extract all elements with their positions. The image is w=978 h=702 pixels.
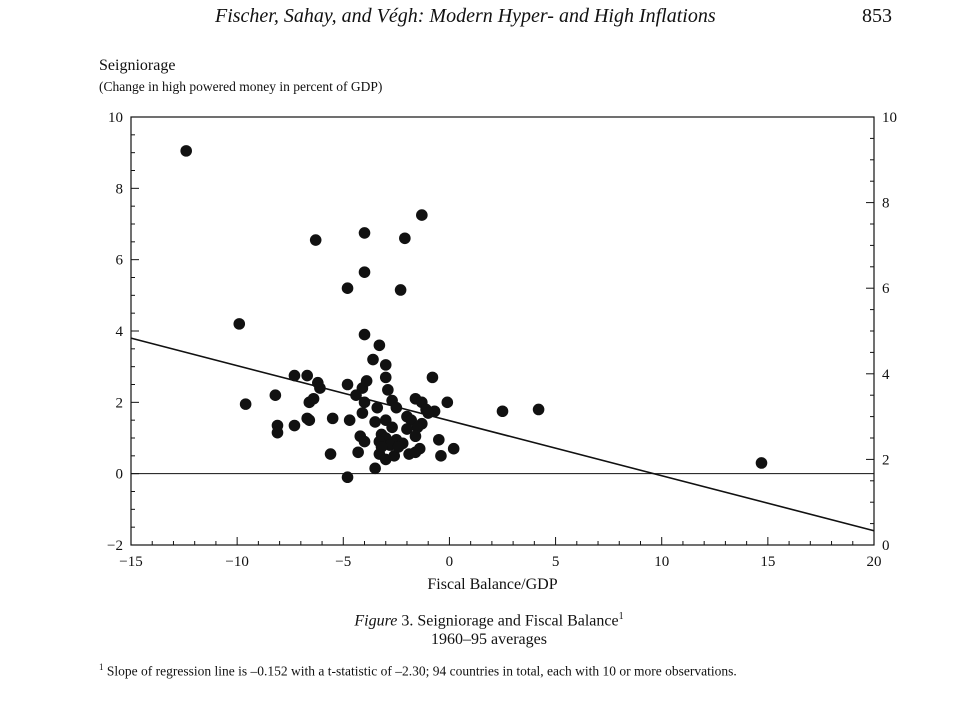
data-point xyxy=(435,450,447,462)
data-point xyxy=(369,462,381,475)
bottom-axis-ticks: −15 −10 −5 0 5 10 15 20 xyxy=(119,537,882,570)
data-point xyxy=(350,389,362,402)
right-tick-label: 8 xyxy=(882,196,890,212)
data-point xyxy=(360,375,373,387)
caption-figure-label: Figure xyxy=(354,612,398,630)
bottom-tick-label: 10 xyxy=(654,554,669,570)
data-point xyxy=(379,371,392,384)
data-point xyxy=(324,448,337,460)
x-axis-title: Fiscal Balance/GDP xyxy=(427,576,557,593)
caption-line-2: 1960–95 averages xyxy=(431,631,547,649)
data-point xyxy=(358,328,371,341)
data-point xyxy=(301,369,313,382)
data-point xyxy=(394,284,407,296)
right-tick-label: 6 xyxy=(882,281,890,297)
plot-frame xyxy=(130,116,875,546)
data-point xyxy=(369,416,381,428)
data-point xyxy=(755,457,768,469)
figure-caption: Figure 3. Seigniorage and Fiscal Balance… xyxy=(0,607,978,649)
caption-footnote-ref: 1 xyxy=(618,611,624,622)
running-title: Fischer, Sahay, and Végh: Modern Hyper- … xyxy=(215,5,716,27)
y-axis-title: Seigniorage xyxy=(99,57,176,74)
data-point xyxy=(180,145,192,157)
data-point xyxy=(301,412,313,425)
data-point xyxy=(341,378,354,391)
data-point xyxy=(314,382,326,394)
data-point xyxy=(399,232,411,245)
data-point xyxy=(354,430,367,443)
y-axis-subtitle: (Change in high powered money in percent… xyxy=(99,79,383,94)
data-point xyxy=(388,450,401,462)
footnote-marker: 1 xyxy=(99,662,104,672)
data-point xyxy=(367,353,379,366)
bottom-tick-label: 5 xyxy=(552,554,560,570)
data-point xyxy=(326,412,339,425)
left-axis-ticks: −2 0 2 4 6 8 10 xyxy=(107,110,139,554)
bottom-tick-label: 20 xyxy=(867,554,882,570)
bottom-tick-label: −5 xyxy=(335,554,351,570)
data-point xyxy=(343,414,356,426)
data-point xyxy=(390,401,403,414)
data-point xyxy=(441,396,454,409)
data-point xyxy=(233,318,246,330)
data-point xyxy=(379,359,392,371)
bottom-tick-label: 15 xyxy=(760,554,775,570)
bottom-tick-label: 0 xyxy=(446,554,454,570)
data-point xyxy=(386,421,398,434)
caption-title: 3. Seigniorage and Fiscal Balance xyxy=(397,612,619,630)
data-point xyxy=(288,419,301,432)
left-tick-label: 0 xyxy=(116,467,124,483)
footnote-text: Slope of regression line is –0.152 with … xyxy=(103,663,737,679)
data-point xyxy=(416,209,428,221)
data-point xyxy=(426,371,439,384)
data-point xyxy=(532,403,545,416)
data-point xyxy=(413,442,426,455)
bottom-tick-label: −15 xyxy=(119,554,142,570)
right-axis-ticks: 0 2 4 6 8 10 xyxy=(866,110,897,554)
data-point xyxy=(356,407,369,419)
data-point xyxy=(409,430,422,443)
data-point xyxy=(411,421,424,434)
data-point xyxy=(341,471,354,484)
data-point xyxy=(358,227,371,239)
page-number: 853 xyxy=(862,5,892,27)
data-point xyxy=(496,405,509,418)
caption-line-1: Figure 3. Seigniorage and Fiscal Balance… xyxy=(0,607,978,630)
data-point xyxy=(373,339,386,352)
data-points xyxy=(180,145,768,484)
left-tick-label: 8 xyxy=(116,181,124,197)
data-point xyxy=(358,396,371,409)
data-point xyxy=(433,433,445,446)
data-point xyxy=(392,441,405,453)
regression-line xyxy=(130,337,875,532)
bottom-tick-label: −10 xyxy=(225,554,248,570)
data-point xyxy=(271,426,284,439)
data-point xyxy=(309,234,322,246)
data-point xyxy=(371,401,384,414)
left-tick-label: 6 xyxy=(116,253,124,269)
data-point xyxy=(422,407,435,419)
data-point xyxy=(447,442,460,455)
left-tick-label: 10 xyxy=(108,110,123,126)
data-point xyxy=(341,282,354,295)
page-header: Fischer, Sahay, and Végh: Modern Hyper- … xyxy=(0,5,978,33)
left-tick-label: 4 xyxy=(116,324,124,340)
data-point xyxy=(288,369,301,382)
left-tick-label: −2 xyxy=(107,538,123,554)
right-tick-label: 10 xyxy=(882,110,897,126)
data-point xyxy=(375,441,388,453)
data-point xyxy=(307,392,320,405)
right-tick-label: 2 xyxy=(882,452,890,468)
data-point xyxy=(358,266,371,278)
footnote: 1 Slope of regression line is –0.152 wit… xyxy=(99,662,737,680)
data-point xyxy=(269,389,282,402)
data-point xyxy=(239,398,252,410)
right-tick-label: 4 xyxy=(882,367,890,383)
data-point xyxy=(382,384,394,396)
data-point xyxy=(352,446,364,459)
right-tick-label: 0 xyxy=(882,538,890,554)
left-tick-label: 2 xyxy=(116,395,124,411)
data-point xyxy=(401,423,413,435)
